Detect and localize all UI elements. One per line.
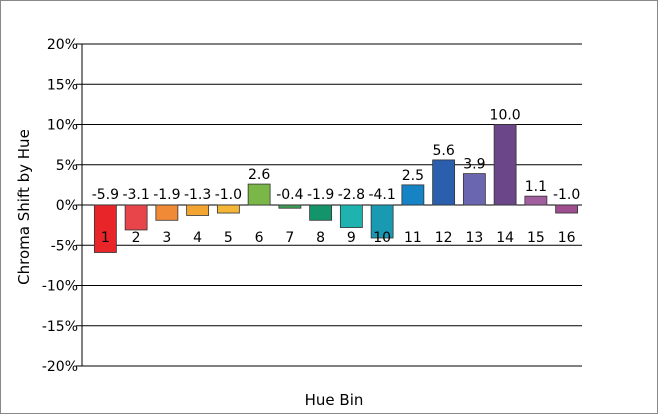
data-label: 2.6 [248,167,270,183]
x-tick-label: 15 [527,230,545,246]
x-tick-label: 11 [404,230,422,246]
data-label: 5.6 [432,143,454,159]
y-axis-title: Chroma Shift by Hue [15,129,33,285]
x-tick-label: 16 [558,230,576,246]
x-tick-label: 5 [224,230,233,246]
data-label: -0.4 [276,187,303,203]
x-tick-label: 1 [101,230,110,246]
bar-8 [310,205,332,220]
data-label: -1.3 [184,187,211,203]
x-tick-label: 4 [193,230,202,246]
x-tick-label: 7 [285,230,294,246]
bar-14 [494,125,516,206]
y-tick-label: -20% [42,359,78,375]
data-label: -1.0 [215,187,242,203]
x-axis-title: Hue Bin [305,391,364,409]
data-label: 3.9 [463,157,485,173]
data-label: -1.9 [153,187,180,203]
y-tick-label: 5% [56,158,78,174]
data-label: 1.1 [525,179,547,195]
bar-4 [187,205,209,215]
x-tick-label: 6 [255,230,264,246]
bar-5 [217,205,239,213]
y-tick-label: 10% [47,118,78,134]
bar-9 [340,205,362,228]
x-tick-label: 10 [373,230,391,246]
bar-3 [156,205,178,220]
x-tick-label: 13 [465,230,483,246]
data-label: 10.0 [490,108,521,124]
bar-6 [248,184,270,205]
x-tick-label: 2 [132,230,141,246]
data-label: -1.9 [307,187,334,203]
x-tick-label: 12 [435,230,453,246]
bar-13 [463,174,485,205]
data-label: -4.1 [368,187,395,203]
y-tick-label: -10% [42,279,78,295]
bar-7 [279,205,301,208]
y-tick-label: -15% [42,319,78,335]
data-label: -5.9 [92,187,119,203]
bar-12 [433,160,455,205]
data-label: -1.0 [553,187,580,203]
bar-16 [556,205,578,213]
data-label: -3.1 [122,187,149,203]
x-tick-label: 8 [316,230,325,246]
x-axis-ticks: 1 2 3 4 5 6 7 8 9 10 11 12 13 14 15 16 [101,230,576,246]
y-tick-label: 20% [47,37,78,53]
y-tick-label: 0% [56,198,78,214]
bar-2 [125,205,147,230]
x-tick-label: 9 [347,230,356,246]
x-tick-label: 14 [496,230,514,246]
y-tick-label: 15% [47,77,78,93]
y-axis-ticks: 20% 15% 10% 5% 0% -5% -10% -15% -20% [42,37,78,375]
data-label: 2.5 [402,168,424,184]
bar-15 [525,196,547,205]
bar-11 [402,185,424,205]
data-label: -2.8 [338,187,365,203]
y-tick-label: -5% [51,238,78,254]
x-tick-label: 3 [162,230,171,246]
